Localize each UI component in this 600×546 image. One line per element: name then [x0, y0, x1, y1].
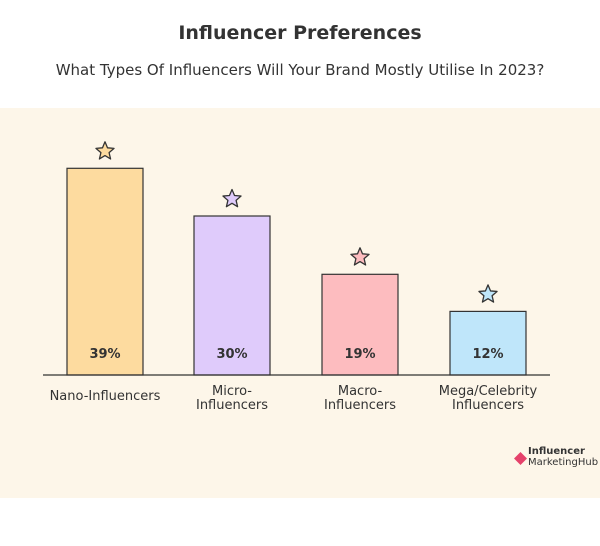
brand-logo: Influencer MarketingHub [514, 446, 600, 470]
logo-line1: Influencer [528, 446, 585, 457]
star-icon [95, 141, 115, 160]
star-icon [478, 284, 498, 303]
data-label: 12% [472, 347, 503, 362]
category-label-line: Influencers [324, 398, 396, 413]
data-label: 39% [89, 347, 120, 362]
category-label: Mega/Celebrity Influencers [439, 384, 538, 413]
category-label-line: Influencers [452, 398, 524, 413]
bar [321, 273, 399, 376]
star-icon [350, 247, 370, 266]
category-label-line: Micro- [212, 384, 252, 399]
logo-mark-icon [514, 452, 527, 465]
star-icon [222, 188, 242, 208]
category-label-line: Mega/Celebrity [439, 384, 538, 399]
bar [66, 167, 144, 376]
category-label: Micro-Influencers [196, 384, 268, 413]
data-label: 30% [216, 347, 247, 362]
bar [449, 310, 527, 376]
category-label-line: Nano-Influencers [50, 389, 161, 404]
data-label: 19% [344, 347, 375, 362]
category-label-line: Macro- [338, 384, 383, 399]
category-label: Macro-Influencers [324, 384, 396, 413]
logo-line2: MarketingHub [528, 457, 599, 468]
category-label-line: Influencers [196, 398, 268, 413]
chart-title: Influencer Preferences [178, 22, 422, 44]
chart-subtitle: What Types Of Influencers Will Your Bran… [55, 61, 545, 79]
bar [193, 215, 271, 376]
category-label: Nano-Influencers [50, 389, 161, 404]
